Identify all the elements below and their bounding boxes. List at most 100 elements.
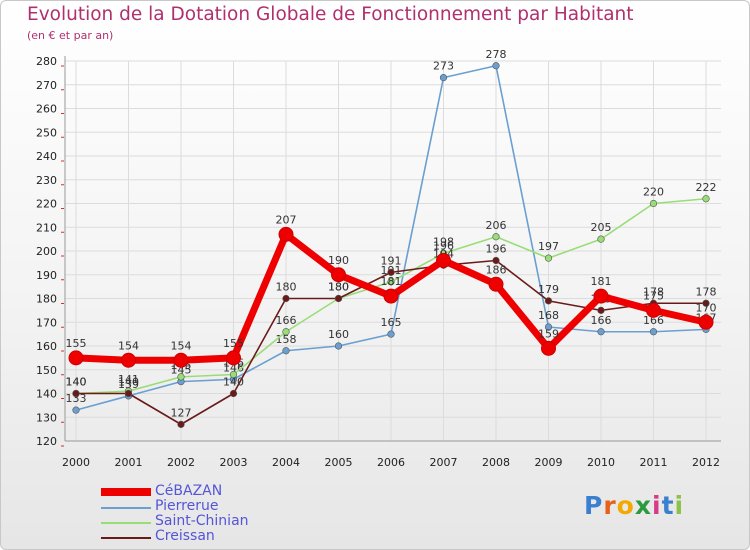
logo-letter: i <box>652 491 662 520</box>
y-tick-label: 250 <box>36 126 57 139</box>
chart-subtitle: (en € et par an) <box>27 29 114 42</box>
data-point-creissan <box>229 389 238 398</box>
legend-swatch-pierrerue <box>101 507 151 509</box>
data-label-pierrerue: 278 <box>486 48 507 61</box>
data-label-pierrerue: 166 <box>591 314 612 327</box>
data-point-cebazan <box>698 314 714 330</box>
data-label-creissan: 178 <box>696 285 717 298</box>
y-tick-label: 220 <box>36 198 57 211</box>
legend-label-saint-chinian: Saint-Chinian <box>155 513 249 529</box>
data-point-pierrerue <box>282 347 290 355</box>
data-label-saint-chinian: 166 <box>276 314 297 327</box>
data-point-cebazan <box>488 276 504 292</box>
y-tick-label: 140 <box>36 388 57 401</box>
data-point-cebazan <box>278 226 294 242</box>
x-tick-label: 2009 <box>535 456 563 469</box>
x-tick-label: 2012 <box>692 456 720 469</box>
data-point-cebazan <box>646 302 661 318</box>
data-point-cebazan <box>226 350 241 366</box>
logo-letter: r <box>603 491 617 520</box>
data-label-cebazan: 207 <box>276 213 297 226</box>
data-label-cebazan: 181 <box>591 275 612 288</box>
data-label-saint-chinian: 205 <box>591 221 612 234</box>
data-label-creissan: 196 <box>486 243 507 256</box>
data-label-cebazan: 159 <box>538 327 559 340</box>
x-tick-label: 2011 <box>640 456 668 469</box>
data-label-cebazan: 154 <box>171 339 192 352</box>
x-tick-label: 2003 <box>220 456 248 469</box>
y-tick-label: 130 <box>36 411 57 424</box>
data-label-saint-chinian: 197 <box>538 240 559 253</box>
x-tick-label: 2006 <box>377 456 405 469</box>
data-point-creissan <box>124 389 133 398</box>
x-tick-label: 2000 <box>62 456 90 469</box>
y-tick-label: 280 <box>36 55 57 68</box>
data-label-cebazan: 196 <box>433 240 454 253</box>
y-tick-label: 270 <box>36 79 57 92</box>
data-label-pierrerue: 168 <box>538 309 559 322</box>
data-label-creissan: 178 <box>643 285 664 298</box>
data-point-saint-chinian <box>387 278 395 286</box>
legend-label-cebazan: CéBAZAN <box>155 483 223 499</box>
x-tick-label: 2007 <box>430 456 458 469</box>
data-label-cebazan: 190 <box>328 254 349 267</box>
data-point-creissan <box>177 420 185 428</box>
data-label-creissan: 179 <box>538 283 559 296</box>
y-tick-label: 160 <box>36 340 57 353</box>
data-point-creissan <box>282 294 290 303</box>
data-point-cebazan <box>436 253 451 268</box>
data-point-creissan <box>492 256 500 265</box>
x-tick-label: 2010 <box>587 456 615 469</box>
x-tick-label: 2002 <box>167 456 195 469</box>
y-tick-label: 150 <box>36 364 57 377</box>
data-label-saint-chinian: 180 <box>328 281 349 294</box>
data-point-pierrerue <box>72 406 80 414</box>
data-point-creissan <box>72 389 80 398</box>
data-label-creissan: 140 <box>223 376 244 389</box>
y-tick-label: 230 <box>36 174 57 187</box>
data-point-saint-chinian <box>702 195 710 203</box>
logo-letter: i <box>674 491 685 520</box>
data-label-pierrerue: 145 <box>171 364 192 377</box>
data-label-pierrerue: 133 <box>66 392 87 405</box>
data-label-cebazan: 175 <box>643 289 664 302</box>
data-point-cebazan <box>383 288 399 304</box>
data-point-cebazan <box>541 340 556 356</box>
data-label-saint-chinian: 141 <box>118 373 139 386</box>
data-point-creissan <box>334 294 343 303</box>
data-point-creissan <box>544 297 553 305</box>
data-label-saint-chinian: 198 <box>433 235 454 248</box>
data-label-cebazan: 181 <box>381 275 402 288</box>
chart-title: Evolution de la Dotation Globale de Fonc… <box>27 4 634 25</box>
data-point-creissan <box>387 268 395 276</box>
data-label-pierrerue: 273 <box>433 60 454 73</box>
y-tick-label: 180 <box>36 293 57 306</box>
data-label-cebazan: 154 <box>118 339 139 352</box>
data-point-saint-chinian <box>597 235 605 243</box>
data-label-saint-chinian: 220 <box>643 186 664 199</box>
data-label-creissan: 127 <box>171 406 192 419</box>
y-tick-label: 190 <box>36 269 57 282</box>
proxiti-logo: Proxiti <box>584 491 684 520</box>
data-point-saint-chinian <box>229 370 238 379</box>
data-point-pierrerue <box>439 74 448 82</box>
data-point-creissan <box>597 306 605 314</box>
data-point-pierrerue <box>649 328 658 336</box>
legend-swatch-creissan <box>101 537 151 539</box>
data-label-saint-chinian: 140 <box>66 376 87 389</box>
x-tick-label: 2008 <box>482 456 510 469</box>
data-point-saint-chinian <box>649 199 658 208</box>
data-point-saint-chinian <box>177 373 185 381</box>
data-label-cebazan: 155 <box>66 337 87 350</box>
data-point-saint-chinian <box>544 254 553 262</box>
y-tick-label: 200 <box>36 245 57 258</box>
data-point-cebazan <box>593 288 609 304</box>
data-label-cebazan: 155 <box>223 337 244 350</box>
data-label-saint-chinian: 222 <box>696 181 717 194</box>
data-point-pierrerue <box>597 328 605 336</box>
y-tick-label: 240 <box>36 150 57 163</box>
data-point-pierrerue <box>544 323 553 331</box>
data-label-saint-chinian: 206 <box>486 219 507 232</box>
data-label-creissan: 180 <box>328 281 349 294</box>
